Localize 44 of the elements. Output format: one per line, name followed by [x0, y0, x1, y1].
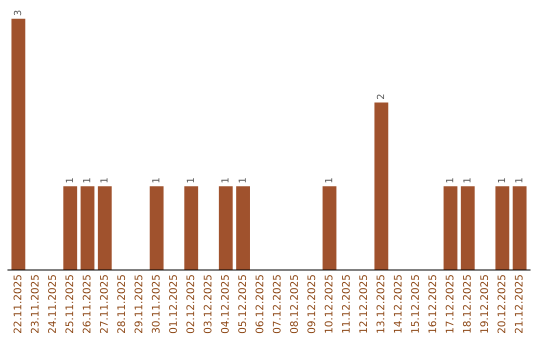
- x-tick-label: 14.12.2025: [394, 275, 402, 333]
- data-label: 1: [463, 178, 470, 182]
- data-label: 1: [221, 178, 228, 182]
- x-tick-label: 01.12.2025: [169, 275, 177, 334]
- data-label: 1: [515, 178, 522, 182]
- x-tick-label: 27.11.2025: [100, 275, 108, 334]
- x-tick-label: 25.11.2025: [65, 275, 74, 334]
- x-tick-label: 23.11.2025: [30, 275, 39, 334]
- x-tick-label: 05.12.2025: [238, 275, 246, 334]
- x-tick-label: 30.11.2025: [152, 275, 160, 334]
- x-tick-label: 24.11.2025: [48, 275, 56, 334]
- x-tick-label: 20.12.2025: [497, 275, 506, 334]
- x-tick-label: 02.12.2025: [186, 275, 194, 334]
- x-tick-label: 12.12.2025: [359, 275, 368, 333]
- data-label: 1: [186, 178, 194, 182]
- x-tick-label: 19.12.2025: [480, 275, 488, 333]
- data-label: 1: [325, 178, 332, 182]
- data-label: 3: [14, 10, 22, 16]
- x-tick-label: 08.12.2025: [290, 275, 298, 334]
- x-tick-label: 29.11.2025: [134, 275, 142, 334]
- x-tick-label: 11.12.2025: [342, 275, 350, 333]
- x-tick-label: 18.12.2025: [462, 275, 471, 333]
- x-tick-label: 13.12.2025: [376, 275, 384, 333]
- x-tick-label: 06.12.2025: [256, 275, 264, 334]
- x-tick-label: 03.12.2025: [204, 275, 212, 334]
- data-label: 1: [498, 178, 506, 182]
- x-tick-label: 16.12.2025: [428, 275, 436, 333]
- data-label: 1: [83, 178, 90, 182]
- data-label: 1: [66, 178, 73, 182]
- x-tick-label: 10.12.2025: [324, 275, 333, 333]
- data-label: 1: [152, 178, 160, 182]
- x-tick-label: 15.12.2025: [411, 275, 419, 333]
- data-label: 1: [446, 178, 454, 182]
- data-label: 2: [376, 94, 384, 100]
- x-tick-label: 04.12.2025: [220, 275, 229, 334]
- x-tick-label: 22.11.2025: [14, 275, 22, 334]
- x-tick-label: 17.12.2025: [446, 275, 454, 333]
- x-tick-label: 21.12.2025: [514, 275, 523, 334]
- data-label: 1: [238, 178, 246, 182]
- x-tick-label: 26.11.2025: [82, 275, 91, 334]
- x-tick-label: 09.12.2025: [307, 275, 316, 334]
- x-tick-label: 28.11.2025: [117, 275, 126, 334]
- x-tick-label: 07.12.2025: [272, 275, 281, 334]
- data-label: 1: [100, 178, 108, 182]
